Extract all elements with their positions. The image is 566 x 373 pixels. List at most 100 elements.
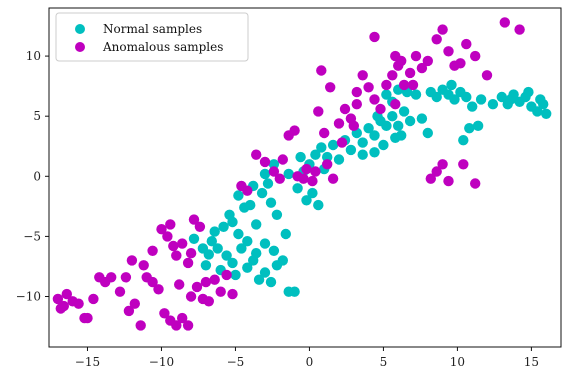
point-1-94 — [425, 173, 436, 184]
point-1-73 — [416, 62, 428, 74]
axes-layer: −15 −10 −5 0 5 10 15 −10 −5 0 5 10 — [16, 49, 539, 369]
point-1-30 — [156, 224, 167, 235]
point-1-25 — [203, 296, 214, 307]
point-0-48 — [345, 144, 357, 156]
point-0-33 — [259, 168, 271, 180]
point-0-94 — [206, 236, 217, 247]
point-0-22 — [233, 228, 244, 240]
point-0-25 — [251, 219, 262, 230]
point-1-48 — [268, 166, 280, 177]
point-0-59 — [410, 89, 422, 100]
point-1-104 — [274, 173, 285, 184]
point-0-26 — [256, 187, 268, 199]
legend-label-anomalous: Anomalous samples — [102, 40, 223, 54]
point-1-65 — [369, 94, 380, 105]
point-1-54 — [307, 175, 318, 187]
point-0-40 — [313, 199, 324, 211]
point-0-95 — [280, 228, 291, 240]
point-1-22 — [185, 291, 197, 302]
point-1-62 — [351, 99, 362, 110]
point-1-70 — [398, 79, 410, 91]
point-0-100 — [422, 127, 433, 139]
point-0-86 — [541, 108, 552, 120]
point-1-45 — [242, 185, 253, 196]
point-0-56 — [393, 120, 404, 131]
point-1-16 — [153, 284, 164, 295]
point-0-44 — [322, 151, 333, 163]
point-1-82 — [481, 70, 493, 81]
point-1-4 — [73, 298, 84, 309]
point-0-76 — [464, 123, 475, 134]
point-1-59 — [333, 118, 345, 129]
point-1-39 — [138, 260, 149, 271]
point-0-34 — [268, 159, 280, 170]
point-0-46 — [333, 154, 345, 165]
point-1-63 — [357, 70, 368, 81]
point-1-67 — [381, 79, 392, 91]
point-0-7 — [230, 269, 241, 281]
legend-label-normal: Normal samples — [103, 22, 202, 36]
x-tick-label: −10 — [149, 355, 174, 369]
point-1-72 — [410, 50, 422, 62]
point-1-100 — [82, 312, 93, 324]
x-tick-label: 5 — [380, 355, 388, 369]
point-1-21 — [182, 320, 194, 331]
point-1-60 — [339, 103, 351, 115]
point-1-57 — [327, 173, 339, 184]
point-0-74 — [461, 91, 472, 103]
point-1-58 — [319, 127, 330, 139]
point-1-74 — [422, 55, 433, 67]
point-0-105 — [446, 79, 457, 91]
point-1-15 — [147, 276, 158, 288]
point-0-99 — [416, 113, 428, 124]
point-1-92 — [313, 106, 324, 117]
point-0-41 — [301, 195, 312, 206]
point-1-2 — [61, 288, 72, 300]
y-tick-label: −5 — [23, 229, 41, 243]
y-tick-label: −10 — [16, 290, 41, 304]
point-0-58 — [404, 115, 416, 127]
point-0-17 — [289, 286, 300, 297]
y-tick-label: 10 — [26, 49, 41, 63]
point-0-24 — [245, 199, 256, 211]
point-1-68 — [387, 70, 398, 81]
point-1-37 — [194, 221, 206, 232]
x-tick-label: 0 — [306, 355, 314, 369]
point-1-105 — [292, 171, 303, 182]
point-1-19 — [171, 320, 182, 331]
point-0-5 — [221, 250, 232, 261]
point-0-18 — [200, 260, 212, 271]
point-1-20 — [177, 312, 188, 324]
point-1-55 — [310, 166, 321, 177]
legend-marker-anomalous — [75, 42, 85, 52]
point-1-43 — [200, 276, 212, 288]
point-1-9 — [106, 272, 117, 283]
point-1-83 — [499, 17, 510, 28]
point-1-35 — [182, 257, 194, 269]
point-0-78 — [496, 91, 507, 103]
point-1-86 — [396, 55, 407, 67]
point-1-40 — [126, 255, 138, 266]
point-0-93 — [242, 236, 253, 247]
x-tick-label: −5 — [227, 355, 245, 369]
point-1-106 — [336, 137, 348, 148]
point-1-31 — [162, 231, 173, 242]
point-1-99 — [390, 99, 401, 110]
point-0-66 — [378, 139, 389, 151]
point-1-88 — [369, 31, 380, 43]
point-1-98 — [458, 159, 469, 170]
point-0-89 — [505, 94, 516, 105]
point-0-30 — [224, 209, 235, 220]
plot-frame — [48, 7, 562, 348]
point-0-55 — [387, 111, 398, 122]
point-1-81 — [470, 50, 481, 62]
point-1-23 — [191, 281, 203, 293]
point-0-75 — [467, 101, 478, 112]
point-0-19 — [209, 226, 220, 237]
point-0-92 — [251, 248, 262, 259]
point-1-38 — [147, 245, 158, 256]
point-1-49 — [277, 154, 288, 165]
point-0-9 — [242, 262, 253, 273]
y-tick-label: 5 — [33, 109, 41, 123]
series-anomalous — [52, 17, 525, 331]
